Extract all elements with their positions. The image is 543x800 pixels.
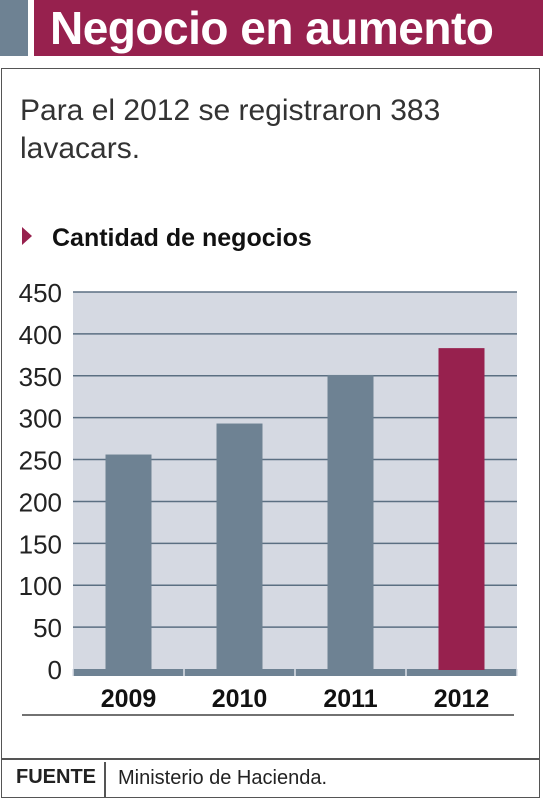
x-tick-label: 2009: [101, 685, 157, 713]
subtitle: Para el 2012 se registraron 383 lavacars…: [20, 94, 441, 165]
bar: [438, 348, 485, 670]
y-tick-label: 350: [19, 362, 62, 392]
page-title: Negocio en aumento: [34, 0, 543, 56]
bar: [105, 454, 152, 670]
y-tick-label: 200: [19, 487, 62, 517]
y-tick-label: 100: [19, 571, 62, 601]
y-tick-label: 150: [19, 529, 62, 559]
x-tick-label: 2012: [434, 685, 490, 713]
source-text: Ministerio de Hacienda.: [118, 767, 327, 789]
chart-heading-label: Cantidad de negocios: [52, 224, 312, 252]
x-tick-label: 2011: [323, 685, 377, 713]
header-accent-bar: [0, 0, 28, 56]
bar: [216, 423, 263, 670]
y-tick-label: 0: [48, 655, 62, 685]
y-tick-label: 400: [19, 320, 62, 350]
x-tick-label: 2010: [212, 685, 268, 713]
y-tick-label: 250: [19, 446, 62, 476]
y-tick-label: 450: [19, 278, 62, 308]
y-tick-label: 50: [33, 613, 62, 643]
chart-heading: Cantidad de negocios: [22, 224, 312, 253]
y-tick-label: 300: [19, 404, 62, 434]
content-frame: [1, 68, 540, 798]
triangle-bullet-icon: [22, 227, 32, 245]
source-separator: [104, 762, 106, 798]
source-divider: [2, 758, 539, 760]
bar-chart: 0 50 100 150 200 250 300 350 400 450 2009 2010 2011 2…: [19, 278, 518, 716]
bar: [327, 374, 374, 670]
source-label: FUENTE: [16, 766, 96, 788]
